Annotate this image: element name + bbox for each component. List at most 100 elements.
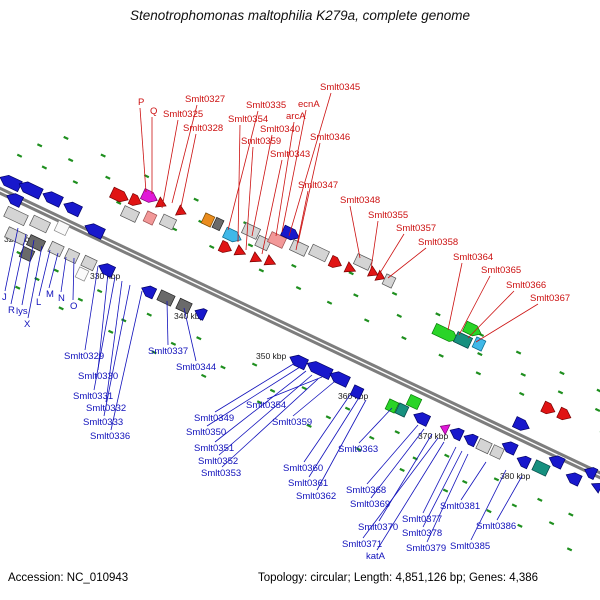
gene-label-reverse[interactable]: Smlt0379 bbox=[406, 543, 446, 554]
gene-glyph[interactable] bbox=[156, 289, 176, 307]
gene-glyph[interactable] bbox=[531, 459, 551, 477]
gene-label-forward[interactable]: Smlt0348 bbox=[340, 195, 380, 206]
gene-label-forward[interactable]: Smlt0340 bbox=[260, 124, 300, 135]
gene-glyph[interactable] bbox=[139, 283, 158, 300]
gene-glyph[interactable] bbox=[352, 253, 374, 271]
gene-glyph[interactable] bbox=[263, 254, 278, 269]
gene-label-forward[interactable]: Smlt0327 bbox=[185, 94, 225, 105]
gene-glyph[interactable] bbox=[222, 226, 244, 245]
gene-glyph[interactable] bbox=[471, 336, 487, 352]
gene-glyph[interactable] bbox=[564, 470, 583, 487]
gene-glyph[interactable] bbox=[158, 213, 178, 231]
gene-glyph[interactable] bbox=[343, 261, 358, 276]
gene-glyph[interactable] bbox=[200, 212, 216, 228]
gene-glyph[interactable] bbox=[589, 479, 600, 494]
gene-glyph[interactable] bbox=[83, 221, 106, 240]
gene-glyph[interactable] bbox=[154, 196, 169, 211]
gene-label-reverse[interactable]: Smlt0350 bbox=[186, 427, 226, 438]
gene-glyph[interactable] bbox=[381, 273, 397, 289]
gene-label-forward[interactable]: ecnA bbox=[298, 99, 320, 110]
gene-label-reverse[interactable]: Smlt0377 bbox=[402, 514, 442, 525]
gene-label-reverse[interactable]: lys bbox=[16, 306, 28, 317]
gene-label-forward[interactable]: Smlt0365 bbox=[481, 265, 521, 276]
gene-glyph[interactable] bbox=[127, 192, 144, 208]
gene-label-forward[interactable]: P bbox=[138, 97, 144, 108]
gene-label-reverse[interactable]: O bbox=[70, 301, 77, 312]
gene-glyph[interactable] bbox=[540, 400, 557, 417]
gene-glyph[interactable] bbox=[193, 306, 208, 321]
gene-glyph[interactable] bbox=[405, 393, 423, 411]
gene-glyph[interactable] bbox=[327, 254, 344, 270]
gene-glyph[interactable] bbox=[448, 425, 465, 442]
gene-label-reverse[interactable]: Smlt0349 bbox=[194, 413, 234, 424]
gene-glyph[interactable] bbox=[142, 210, 158, 226]
gene-glyph[interactable] bbox=[4, 191, 25, 208]
gene-label-reverse[interactable]: Smlt0330 bbox=[78, 371, 118, 382]
gene-label-forward[interactable]: arcA bbox=[286, 111, 306, 122]
gene-label-reverse[interactable]: Smlt0336 bbox=[90, 431, 130, 442]
gene-label-reverse[interactable]: Smlt0368 bbox=[346, 485, 386, 496]
gene-label-reverse[interactable]: Smlt0353 bbox=[201, 468, 241, 479]
gene-label-forward[interactable]: Smlt0355 bbox=[368, 210, 408, 221]
gene-glyph[interactable] bbox=[366, 265, 381, 280]
gene-glyph[interactable] bbox=[0, 172, 23, 193]
gene-label-forward[interactable]: Smlt0345 bbox=[320, 82, 360, 93]
gene-glyph[interactable] bbox=[240, 222, 262, 240]
gene-glyph[interactable] bbox=[411, 410, 432, 427]
gene-glyph[interactable] bbox=[511, 416, 531, 434]
gene-glyph[interactable] bbox=[211, 216, 225, 232]
gene-label-forward[interactable]: Smlt0328 bbox=[183, 123, 223, 134]
gene-glyph[interactable] bbox=[266, 231, 288, 249]
gene-label-reverse[interactable]: Smlt0369 bbox=[350, 499, 390, 510]
gene-label-forward[interactable]: Smlt0367 bbox=[530, 293, 570, 304]
gene-glyph[interactable] bbox=[41, 189, 64, 208]
gene-glyph[interactable] bbox=[394, 402, 410, 418]
gene-label-reverse[interactable]: Smlt0337 bbox=[148, 346, 188, 357]
gene-label-reverse[interactable]: Smlt0363 bbox=[338, 444, 378, 455]
gene-glyph[interactable] bbox=[62, 199, 83, 218]
gene-label-reverse[interactable]: M bbox=[46, 289, 54, 300]
gene-glyph[interactable] bbox=[500, 439, 519, 456]
gene-glyph[interactable] bbox=[288, 352, 309, 371]
gene-label-reverse[interactable]: Smlt0378 bbox=[402, 528, 442, 539]
gene-label-reverse[interactable]: Smlt0332 bbox=[86, 403, 126, 414]
gene-glyph[interactable] bbox=[96, 261, 117, 278]
gene-glyph[interactable] bbox=[489, 444, 505, 460]
gene-glyph[interactable] bbox=[249, 251, 264, 266]
gene-label-forward[interactable]: Smlt0335 bbox=[246, 100, 286, 111]
gene-label-forward[interactable]: Smlt0354 bbox=[228, 114, 268, 125]
gene-glyph[interactable] bbox=[29, 214, 51, 234]
gene-glyph[interactable] bbox=[119, 205, 141, 223]
gene-label-reverse[interactable]: Smlt0361 bbox=[288, 478, 328, 489]
gene-glyph[interactable] bbox=[438, 421, 451, 436]
gene-glyph[interactable] bbox=[582, 464, 599, 481]
gene-glyph[interactable] bbox=[174, 204, 189, 219]
gene-glyph[interactable] bbox=[63, 247, 81, 265]
gene-glyph[interactable] bbox=[547, 453, 566, 470]
gene-glyph[interactable] bbox=[233, 244, 248, 259]
gene-glyph[interactable] bbox=[431, 322, 460, 344]
gene-glyph[interactable] bbox=[452, 331, 474, 349]
gene-glyph[interactable] bbox=[556, 406, 573, 423]
gene-glyph[interactable] bbox=[308, 243, 330, 263]
gene-label-reverse[interactable]: katA bbox=[366, 551, 386, 562]
gene-label-reverse[interactable]: Smlt0359 bbox=[272, 417, 312, 428]
gene-label-reverse[interactable]: Smlt0354 bbox=[246, 400, 286, 411]
gene-glyph[interactable] bbox=[3, 205, 29, 227]
gene-label-forward[interactable]: Smlt0358 bbox=[418, 237, 458, 248]
gene-label-forward[interactable]: Smlt0359 bbox=[241, 136, 281, 147]
gene-label-reverse[interactable]: L bbox=[36, 297, 41, 308]
gene-glyph[interactable] bbox=[109, 186, 131, 205]
gene-label-reverse[interactable]: Smlt0352 bbox=[198, 456, 238, 467]
gene-label-forward[interactable]: Smlt0357 bbox=[396, 223, 436, 234]
gene-label-reverse[interactable]: N bbox=[58, 293, 65, 304]
gene-glyph[interactable] bbox=[25, 234, 47, 252]
gene-label-reverse[interactable]: Smlt0385 bbox=[450, 541, 490, 552]
gene-glyph[interactable] bbox=[217, 239, 234, 255]
gene-label-reverse[interactable]: Smlt0329 bbox=[64, 351, 104, 362]
gene-glyph[interactable] bbox=[374, 269, 387, 283]
gene-label-reverse[interactable]: Smlt0333 bbox=[83, 417, 123, 428]
gene-glyph[interactable] bbox=[462, 431, 479, 448]
gene-label-reverse[interactable]: Smlt0360 bbox=[283, 463, 323, 474]
gene-label-forward[interactable]: Smlt0366 bbox=[506, 280, 546, 291]
